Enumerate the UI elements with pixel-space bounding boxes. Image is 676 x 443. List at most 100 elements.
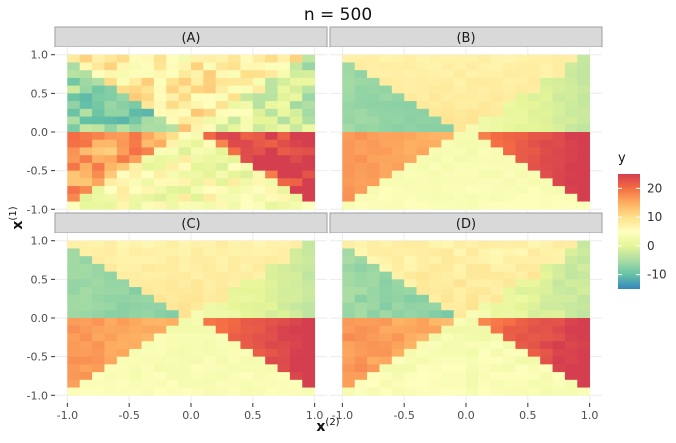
heat-cell	[178, 162, 192, 172]
heat-cell	[178, 364, 192, 373]
heat-cell	[129, 155, 142, 164]
heat-cell	[203, 77, 217, 87]
heat-cell	[441, 294, 455, 303]
heat-cell	[228, 240, 241, 249]
heat-cell	[240, 108, 254, 117]
heat-cell	[277, 93, 291, 102]
heat-cell	[416, 279, 430, 288]
heat-cell	[478, 294, 492, 303]
heat-cell	[141, 162, 155, 172]
heat-cell	[466, 54, 479, 63]
heat-cell	[466, 318, 479, 327]
heat-cell	[289, 263, 303, 273]
heat-cell	[428, 62, 442, 71]
heat-cell	[191, 302, 204, 311]
heat-cell	[215, 85, 229, 94]
heat-cell	[540, 116, 553, 125]
heat-cell	[527, 256, 541, 265]
heat-cell	[478, 302, 492, 311]
heat-cell	[564, 116, 578, 125]
heat-cell	[391, 139, 405, 148]
heat-cell	[277, 170, 291, 179]
heat-cell	[277, 379, 291, 388]
heat-cell	[478, 356, 492, 365]
heat-cell	[466, 263, 479, 273]
heat-cell	[367, 147, 380, 156]
heat-cell	[178, 124, 192, 133]
heat-cell	[289, 248, 303, 257]
heat-cell	[203, 178, 217, 187]
heat-cell	[527, 248, 541, 257]
heat-cell	[515, 124, 529, 133]
heat-cell	[252, 348, 266, 358]
heat-cell	[116, 62, 130, 71]
heat-cell	[342, 147, 356, 156]
heat-cell	[404, 240, 417, 249]
heat-cell	[252, 318, 266, 327]
heat-cell	[166, 132, 180, 141]
heat-cell	[104, 256, 118, 265]
heat-cell	[116, 162, 130, 172]
heat-cell	[367, 93, 380, 102]
y-tick-label: 0.5	[31, 87, 49, 100]
heat-cell	[92, 248, 105, 257]
heat-cell	[404, 70, 417, 79]
heat-cell	[203, 186, 217, 195]
heat-cell	[166, 333, 180, 342]
heat-cell	[289, 124, 303, 133]
heat-cell	[265, 333, 278, 342]
heat-cell	[453, 93, 467, 102]
heat-cell	[515, 271, 529, 280]
heat-cell	[404, 170, 417, 179]
heat-cell	[490, 240, 504, 249]
heat-cell	[178, 147, 192, 156]
heat-cell	[67, 77, 81, 87]
heat-cell	[428, 155, 442, 164]
heat-cell	[228, 124, 241, 133]
heat-cell	[441, 248, 455, 257]
heat-cell	[478, 162, 492, 172]
heat-cell	[540, 387, 553, 396]
heat-cell	[342, 279, 356, 288]
heat-cell	[289, 372, 303, 381]
heat-cell	[564, 364, 578, 373]
heat-cell	[490, 348, 504, 358]
heat-cell	[503, 356, 516, 365]
heat-cell	[67, 162, 81, 172]
heat-cell	[166, 139, 180, 148]
heat-cell	[116, 85, 130, 94]
heat-cell	[289, 101, 303, 110]
heat-cell	[552, 54, 566, 63]
heat-cell	[577, 279, 591, 288]
heat-cell	[342, 348, 356, 358]
heat-cell	[191, 240, 204, 249]
heat-cell	[540, 54, 553, 63]
heat-cell	[203, 256, 217, 265]
heat-cell	[79, 62, 93, 71]
heat-cell	[191, 139, 204, 148]
heat-cell	[391, 348, 405, 358]
heat-cell	[490, 62, 504, 71]
heat-cell	[116, 279, 130, 288]
heat-cell	[490, 341, 504, 350]
heat-cell	[416, 302, 430, 311]
heat-cell	[379, 77, 393, 87]
heat-cell	[302, 54, 316, 63]
heat-cells	[342, 240, 591, 396]
heat-cell	[141, 364, 155, 373]
heat-cell	[404, 333, 417, 342]
heat-cell	[404, 108, 417, 117]
heat-cell	[428, 186, 442, 195]
heat-cell	[129, 356, 142, 365]
heat-cell	[79, 287, 93, 296]
heat-cell	[104, 178, 118, 187]
heat-cell	[79, 93, 93, 102]
heat-cell	[240, 124, 254, 133]
heat-cell	[228, 155, 241, 164]
heat-cell	[466, 294, 479, 303]
heat-cell	[240, 387, 254, 396]
heat-cell	[379, 132, 393, 141]
heat-cell	[478, 116, 492, 125]
heat-cell	[441, 101, 455, 110]
heat-cell	[453, 155, 467, 164]
